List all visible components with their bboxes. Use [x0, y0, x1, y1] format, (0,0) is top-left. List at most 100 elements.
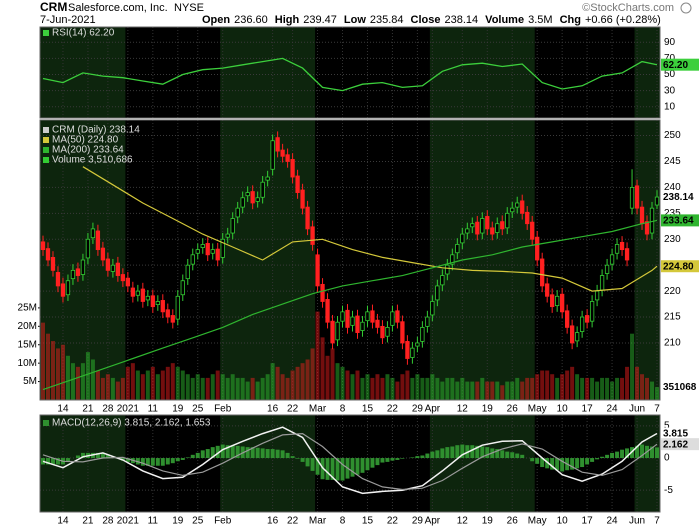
volume-bar: [230, 374, 235, 400]
histogram-bar: [440, 448, 445, 459]
volume-bar: [125, 366, 130, 400]
volume-bar: [385, 374, 390, 400]
candle-body: [629, 187, 635, 209]
end-label-box: [661, 427, 699, 440]
line: [82, 166, 658, 292]
volume-bar: [115, 381, 120, 400]
histogram-bar: [265, 449, 270, 459]
quote-value: 3.5M: [528, 14, 552, 26]
candle-body: [60, 283, 66, 297]
volume-bar: [180, 370, 185, 400]
candle-body: [275, 137, 280, 152]
x-tick-label: 24: [607, 404, 619, 415]
volume-tick-label: 15M: [18, 339, 37, 350]
candle-body: [599, 275, 605, 291]
volume-bar: [225, 377, 230, 400]
candle-body: [120, 274, 126, 282]
histogram-bar: [495, 449, 500, 459]
panel-border: [39, 26, 661, 119]
candle-body: [240, 197, 245, 208]
volume-bar: [580, 377, 585, 400]
candle-body: [330, 320, 335, 344]
volume-bar: [345, 370, 350, 400]
candle-body: [569, 325, 575, 344]
x-tick-label: May: [528, 516, 547, 527]
exchange: NYSE: [174, 2, 204, 14]
y-tick-label: 230: [664, 234, 681, 245]
candle-body: [55, 272, 61, 287]
volume-bar: [405, 370, 410, 400]
histogram-bar: [620, 449, 625, 459]
end-label: 62.20: [663, 60, 688, 71]
candle-body: [565, 310, 570, 328]
candle-body: [415, 342, 420, 347]
volume-bar: [440, 381, 445, 400]
end-label: 233.64: [663, 216, 694, 227]
histogram-bar: [635, 445, 640, 459]
candle-body: [560, 293, 565, 313]
candle-body: [400, 321, 405, 344]
panel-border: [39, 414, 661, 513]
candle-body: [505, 212, 510, 229]
plot-layer: [40, 415, 660, 512]
candle-body: [450, 254, 455, 265]
panel-bg: [40, 27, 660, 118]
histogram-bar: [375, 458, 380, 466]
candle-body: [130, 287, 135, 297]
histogram-bar: [640, 444, 645, 459]
quote-label: Close: [411, 14, 441, 26]
candle-body: [235, 207, 240, 218]
candle-body: [255, 197, 260, 202]
histogram-bar: [195, 452, 200, 459]
candle-body: [75, 268, 81, 276]
histogram-bar: [295, 458, 300, 459]
histogram-bar: [225, 445, 230, 459]
candle-body: [480, 218, 485, 234]
histogram-bar: [340, 458, 345, 481]
candle-body: [614, 244, 620, 254]
month-band: [429, 27, 535, 118]
volume-bar: [495, 381, 500, 400]
candle-body: [50, 257, 56, 271]
candle-body: [140, 288, 145, 302]
histogram-bar: [460, 444, 465, 459]
histogram-bar: [75, 455, 80, 459]
x-tick-label: 2021: [117, 516, 140, 527]
legend-marker: [43, 137, 49, 143]
volume-bar: [435, 377, 440, 400]
x-tick-label: 16: [267, 404, 279, 415]
histogram-bar: [500, 450, 505, 459]
histogram-bar: [380, 458, 385, 463]
legend-marker: [43, 420, 49, 426]
y-tick-label: 90: [664, 37, 676, 48]
histogram-bar: [280, 450, 285, 459]
settings-icon[interactable]: [680, 2, 692, 14]
histogram-bar: [160, 458, 165, 466]
histogram-bar: [470, 445, 475, 459]
candle-body: [540, 258, 545, 287]
end-label: 224.80: [663, 261, 694, 272]
volume-bar: [515, 377, 520, 400]
histogram-bar: [310, 458, 315, 471]
candle-body: [290, 159, 295, 178]
histogram-bar: [595, 458, 600, 460]
candle-body: [475, 221, 480, 235]
histogram-bar: [610, 452, 615, 459]
candle-body: [85, 238, 91, 259]
plot-layer: [40, 120, 660, 400]
volume-bar: [470, 381, 475, 400]
histogram-bar: [600, 456, 605, 459]
month-band: [220, 120, 316, 400]
legend-text: MACD(12,26,9) 3.815, 2.162, 1.653: [52, 418, 211, 429]
y-tick-label: 70: [664, 53, 676, 64]
volume-bar: [395, 381, 400, 400]
histogram-bar: [410, 457, 415, 459]
candle-body: [465, 228, 470, 234]
quote-label: Volume: [485, 14, 524, 26]
volume-bar: [325, 355, 330, 400]
histogram-bar: [260, 448, 265, 459]
volume-bar: [625, 366, 630, 400]
histogram-bar: [650, 446, 655, 459]
end-label-box: [661, 191, 699, 204]
